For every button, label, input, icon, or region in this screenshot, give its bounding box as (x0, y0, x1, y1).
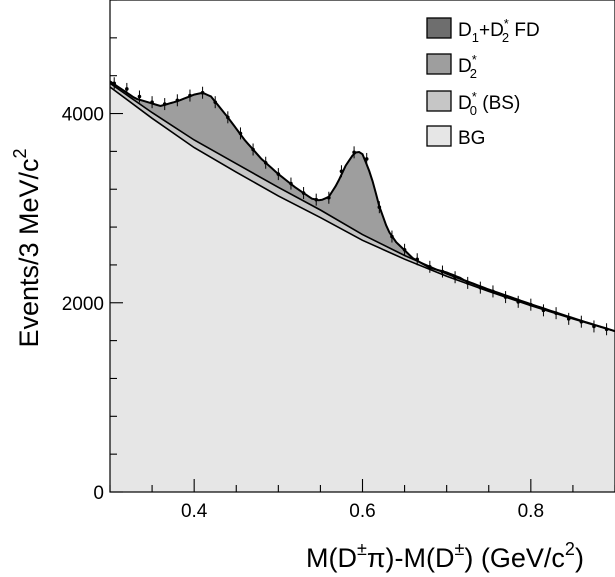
data-point (554, 307, 558, 320)
y-tick-label: 2000 (62, 294, 104, 315)
data-point (478, 281, 483, 294)
data-point (200, 86, 205, 99)
legend-label: D* 2 (458, 52, 477, 81)
data-point (364, 152, 369, 165)
y-tick-label: 0 (93, 483, 104, 504)
x-axis-label: M(D±π)-M(D±) (GeV/c2) (306, 539, 584, 573)
data-point (415, 253, 420, 266)
stacked-areas (110, 77, 615, 492)
legend-swatch (426, 90, 452, 112)
legend-item-d0-star-bs: D* 0 (BS) (426, 89, 520, 118)
area-bg (110, 87, 615, 492)
data-point (402, 243, 407, 256)
legend-item-d1-d2-fd: D1+D* 2 FD (426, 16, 540, 45)
legend-swatch (426, 53, 452, 75)
legend: D1+D* 2 FD D* 2 D* 0 (BS) BG (426, 16, 540, 149)
data-point (440, 265, 445, 278)
legend-label: D* 0 (BS) (458, 89, 520, 118)
y-axis-ticks: 0 2000 4000 (62, 0, 123, 504)
data-point (503, 291, 508, 304)
data-point (238, 127, 243, 140)
x-tick-label: 0.4 (181, 501, 208, 522)
data-point (566, 312, 571, 325)
data-point (327, 191, 331, 204)
data-point (276, 168, 281, 181)
legend-item-d2-star: D* 2 (426, 52, 477, 81)
x-tick-label: 0.6 (349, 501, 375, 522)
data-point (428, 260, 432, 273)
data-point (491, 285, 495, 298)
data-point (579, 315, 584, 328)
data-point (188, 89, 192, 102)
data-point (453, 271, 457, 284)
data-point (162, 98, 167, 111)
data-point (541, 304, 546, 317)
x-tick-label: 0.8 (518, 501, 544, 522)
data-point (150, 96, 154, 109)
data-point (175, 94, 180, 107)
data-point (289, 177, 293, 190)
data-point (112, 77, 117, 90)
data-point (137, 90, 142, 103)
data-point (314, 193, 319, 206)
data-point (516, 295, 521, 308)
data-point (377, 201, 382, 214)
legend-label: BG (458, 128, 485, 149)
data-point (226, 111, 230, 124)
y-tick-label: 4000 (62, 105, 104, 126)
data-point (352, 146, 356, 159)
legend-swatch (426, 125, 452, 147)
legend-item-bg: BG (426, 125, 485, 149)
data-point (301, 187, 306, 200)
data-point (529, 298, 533, 311)
legend-label: D1+D* 2 FD (458, 16, 540, 45)
data-point (390, 230, 394, 243)
data-point (465, 276, 470, 289)
data-points (112, 77, 609, 336)
data-point (604, 323, 609, 336)
data-point (339, 165, 344, 178)
data-point (125, 82, 129, 95)
data-point (263, 156, 268, 169)
data-point (251, 143, 255, 156)
y-axis-label: Events/3 MeV/c2 (10, 148, 44, 347)
data-point (592, 320, 596, 333)
legend-swatch (426, 17, 452, 39)
data-point (213, 96, 218, 109)
x-axis-ticks: 0.4 0.6 0.8 (109, 479, 615, 522)
